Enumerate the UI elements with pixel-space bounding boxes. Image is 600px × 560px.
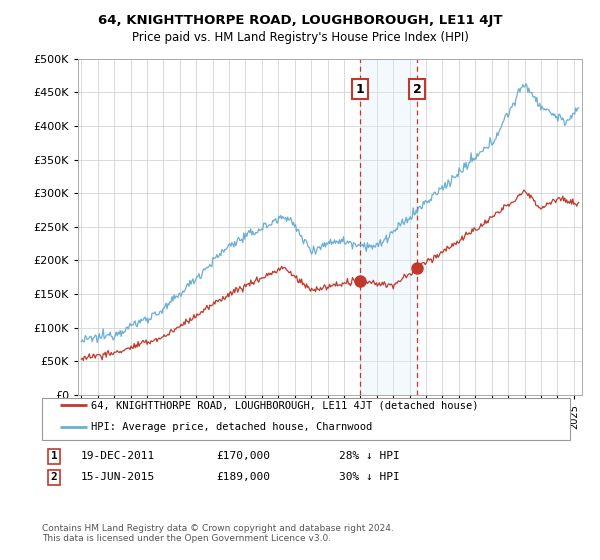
Text: 1: 1 (50, 451, 58, 461)
Text: £189,000: £189,000 (216, 472, 270, 482)
Text: 15-JUN-2015: 15-JUN-2015 (81, 472, 155, 482)
Text: 19-DEC-2011: 19-DEC-2011 (81, 451, 155, 461)
Text: 64, KNIGHTTHORPE ROAD, LOUGHBOROUGH, LE11 4JT: 64, KNIGHTTHORPE ROAD, LOUGHBOROUGH, LE1… (98, 14, 502, 27)
Text: £170,000: £170,000 (216, 451, 270, 461)
Text: Contains HM Land Registry data © Crown copyright and database right 2024.
This d: Contains HM Land Registry data © Crown c… (42, 524, 394, 543)
Text: HPI: Average price, detached house, Charnwood: HPI: Average price, detached house, Char… (91, 422, 373, 432)
Text: 2: 2 (50, 472, 58, 482)
Text: 2: 2 (413, 82, 422, 96)
Text: Price paid vs. HM Land Registry's House Price Index (HPI): Price paid vs. HM Land Registry's House … (131, 31, 469, 44)
Bar (360, 59, 417, 395)
Text: 64, KNIGHTTHORPE ROAD, LOUGHBOROUGH, LE11 4JT (detached house): 64, KNIGHTTHORPE ROAD, LOUGHBOROUGH, LE1… (91, 400, 479, 410)
Text: 30% ↓ HPI: 30% ↓ HPI (339, 472, 400, 482)
Text: 1: 1 (355, 82, 364, 96)
Text: 28% ↓ HPI: 28% ↓ HPI (339, 451, 400, 461)
